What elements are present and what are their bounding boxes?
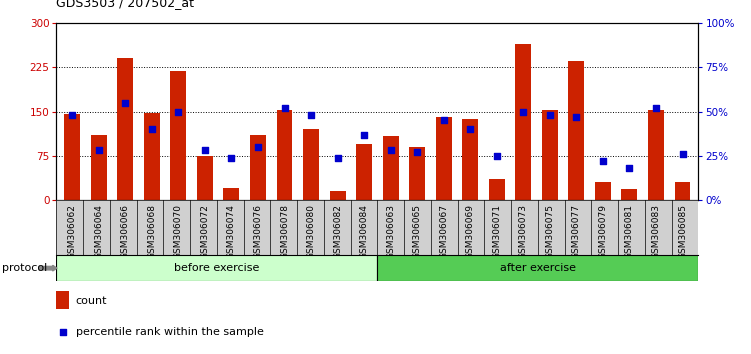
Bar xyxy=(674,182,690,200)
Point xyxy=(199,148,211,153)
Bar xyxy=(409,147,425,200)
Bar xyxy=(330,191,345,200)
Bar xyxy=(197,156,213,200)
Bar xyxy=(595,182,611,200)
Bar xyxy=(56,291,69,309)
Bar xyxy=(377,255,698,281)
Point xyxy=(677,151,689,157)
Point xyxy=(119,100,131,105)
Text: GSM306072: GSM306072 xyxy=(201,204,210,259)
Bar xyxy=(250,135,266,200)
Point xyxy=(411,149,423,155)
Text: GSM306075: GSM306075 xyxy=(545,204,554,259)
Bar xyxy=(276,110,292,200)
Bar xyxy=(436,118,451,200)
Bar xyxy=(648,110,664,200)
Point xyxy=(544,112,556,118)
Bar xyxy=(91,135,107,200)
Point xyxy=(252,144,264,150)
Text: before exercise: before exercise xyxy=(174,263,260,273)
Bar xyxy=(383,136,399,200)
Point xyxy=(490,153,502,159)
Text: GSM306084: GSM306084 xyxy=(360,204,369,259)
Point xyxy=(57,329,69,335)
Text: GSM306073: GSM306073 xyxy=(519,204,528,259)
Bar xyxy=(463,119,478,200)
Text: GSM306071: GSM306071 xyxy=(492,204,501,259)
Text: GSM306068: GSM306068 xyxy=(147,204,156,259)
Bar xyxy=(569,61,584,200)
Text: protocol: protocol xyxy=(2,263,47,273)
Text: GSM306082: GSM306082 xyxy=(333,204,342,259)
Bar xyxy=(170,72,186,200)
Point xyxy=(650,105,662,111)
Bar xyxy=(356,144,372,200)
Point xyxy=(464,126,476,132)
Bar xyxy=(303,129,319,200)
Point xyxy=(93,148,105,153)
Point xyxy=(225,155,237,160)
Point xyxy=(332,155,344,160)
Text: GSM306085: GSM306085 xyxy=(678,204,687,259)
Text: after exercise: after exercise xyxy=(500,263,576,273)
Point xyxy=(66,112,78,118)
Text: GSM306065: GSM306065 xyxy=(413,204,421,259)
Text: GSM306070: GSM306070 xyxy=(174,204,183,259)
Point xyxy=(305,112,317,118)
Point xyxy=(438,118,450,123)
Text: GSM306077: GSM306077 xyxy=(572,204,581,259)
Bar xyxy=(224,188,240,200)
Bar xyxy=(65,114,80,200)
Text: GSM306067: GSM306067 xyxy=(439,204,448,259)
Point xyxy=(173,109,185,114)
Point xyxy=(570,114,582,120)
Text: GSM306081: GSM306081 xyxy=(625,204,634,259)
Point xyxy=(597,158,609,164)
Point xyxy=(146,126,158,132)
Text: GDS3503 / 207502_at: GDS3503 / 207502_at xyxy=(56,0,195,9)
Text: GSM306063: GSM306063 xyxy=(386,204,395,259)
Text: GSM306076: GSM306076 xyxy=(254,204,263,259)
Text: GSM306074: GSM306074 xyxy=(227,204,236,259)
Point xyxy=(517,109,529,114)
Text: GSM306064: GSM306064 xyxy=(95,204,104,259)
Bar xyxy=(515,44,531,200)
Text: GSM306069: GSM306069 xyxy=(466,204,475,259)
Bar xyxy=(56,255,377,281)
Point xyxy=(279,105,291,111)
Bar xyxy=(144,113,160,200)
Text: GSM306066: GSM306066 xyxy=(121,204,130,259)
Text: GSM306083: GSM306083 xyxy=(651,204,660,259)
Bar xyxy=(489,179,505,200)
Text: GSM306080: GSM306080 xyxy=(306,204,315,259)
Text: percentile rank within the sample: percentile rank within the sample xyxy=(76,327,264,337)
Point xyxy=(358,132,370,137)
Bar xyxy=(542,110,558,200)
Bar xyxy=(622,189,638,200)
Text: GSM306079: GSM306079 xyxy=(599,204,608,259)
Bar xyxy=(117,58,133,200)
Point xyxy=(623,165,635,171)
Text: GSM306062: GSM306062 xyxy=(68,204,77,259)
Text: GSM306078: GSM306078 xyxy=(280,204,289,259)
Point xyxy=(385,148,397,153)
Text: count: count xyxy=(76,296,107,306)
